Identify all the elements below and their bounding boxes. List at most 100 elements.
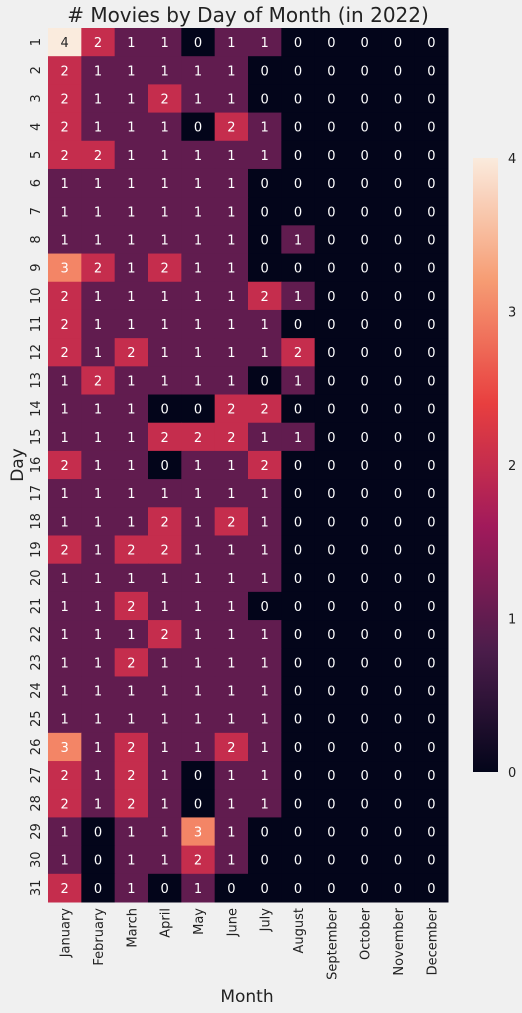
cell-value-label: 0 <box>294 656 302 671</box>
cell-value-label: 0 <box>394 149 402 164</box>
heatmap-cell <box>81 112 116 142</box>
heatmap-cell <box>148 28 182 57</box>
heatmap-cell <box>181 507 216 536</box>
heatmap-cell <box>214 338 249 367</box>
heatmap-cell <box>248 563 282 593</box>
heatmap-cell <box>414 28 449 57</box>
heatmap-cell <box>348 338 382 367</box>
heatmap-cell <box>248 253 282 283</box>
cell-value-label: 1 <box>61 515 69 530</box>
cell-value-label: 1 <box>94 713 102 728</box>
cell-value-label: 1 <box>94 177 102 192</box>
cell-value-label: 0 <box>327 403 335 418</box>
heatmap-cell <box>414 620 449 649</box>
heatmap-cell <box>81 789 116 818</box>
cell-value-label: 0 <box>361 262 369 277</box>
cell-value-label: 1 <box>127 459 135 474</box>
cell-value-label: 1 <box>61 600 69 615</box>
heatmap-cell <box>148 450 182 480</box>
y-tick-label: 23 <box>29 654 44 671</box>
cell-value-label: 1 <box>161 318 169 333</box>
heatmap-cell <box>381 591 416 621</box>
cell-value-label: 0 <box>261 177 269 192</box>
cell-value-label: 1 <box>194 882 202 897</box>
cell-value-label: 1 <box>194 628 202 643</box>
cell-value-label: 1 <box>194 487 202 502</box>
heatmap-cell <box>114 422 149 452</box>
heatmap-cell <box>214 366 249 396</box>
heatmap-cell <box>81 761 116 790</box>
heatmap-cell <box>348 422 382 452</box>
cell-value-label: 1 <box>194 459 202 474</box>
heatmap-cell <box>381 253 416 283</box>
cell-value-label: 0 <box>427 262 435 277</box>
heatmap-cell <box>148 366 182 396</box>
heatmap-cell <box>114 450 149 480</box>
heatmap-cell <box>381 281 416 311</box>
x-tick-label: January <box>59 908 74 959</box>
cell-value-label: 1 <box>227 205 235 220</box>
cell-value-label: 1 <box>261 628 269 643</box>
cell-value-label: 1 <box>261 741 269 756</box>
cell-value-label: 1 <box>61 685 69 700</box>
heatmap-cell <box>48 197 82 226</box>
cell-value-label: 1 <box>227 628 235 643</box>
heatmap-cell <box>214 591 249 621</box>
cell-value-label: 1 <box>127 572 135 587</box>
heatmap-cell <box>114 817 149 847</box>
heatmap-cell <box>181 309 216 339</box>
cell-value-label: 1 <box>127 374 135 389</box>
cell-value-label: 0 <box>294 121 302 136</box>
cell-value-label: 1 <box>261 36 269 51</box>
y-tick-labels: 1234567891011121314151617181920212223242… <box>29 38 44 896</box>
y-tick-label: 3 <box>29 94 44 102</box>
heatmap-cell <box>181 56 216 85</box>
heatmap-cell <box>148 507 182 536</box>
heatmap-cell <box>314 112 349 142</box>
heatmap-cell <box>81 507 116 536</box>
heatmap-cell <box>181 761 216 790</box>
cell-value-label: 0 <box>261 92 269 107</box>
cell-value-label: 1 <box>194 318 202 333</box>
cell-value-label: 0 <box>294 628 302 643</box>
heatmap-cell <box>281 112 316 142</box>
heatmap-cell <box>381 563 416 593</box>
cell-value-label: 1 <box>161 177 169 192</box>
heatmap-cell <box>381 817 416 847</box>
heatmap-cell <box>114 620 149 649</box>
heatmap-cell <box>348 563 382 593</box>
heatmap-cell <box>248 168 282 198</box>
heatmap-cell <box>214 84 249 114</box>
cell-value-label: 1 <box>294 431 302 446</box>
heatmap-cell <box>281 817 316 847</box>
cell-value-label: 1 <box>227 685 235 700</box>
cell-value-label: 1 <box>194 374 202 389</box>
heatmap-cell <box>281 56 316 85</box>
heatmap-cell <box>181 732 216 762</box>
cell-value-label: 0 <box>394 882 402 897</box>
y-tick-label: 11 <box>29 316 44 333</box>
heatmap-cell <box>281 168 316 198</box>
cell-value-label: 0 <box>427 600 435 615</box>
heatmap-cell <box>381 479 416 508</box>
heatmap-cell <box>114 281 149 311</box>
cell-value-label: 0 <box>327 515 335 530</box>
cell-value-label: 0 <box>294 769 302 784</box>
heatmap-cell <box>114 253 149 283</box>
cell-value-label: 1 <box>261 318 269 333</box>
heatmap-cell <box>381 676 416 706</box>
heatmap-cell <box>314 873 349 903</box>
cell-value-label: 0 <box>394 431 402 446</box>
cell-value-label: 1 <box>227 656 235 671</box>
heatmap-cell <box>81 648 116 677</box>
cell-value-label: 0 <box>427 882 435 897</box>
heatmap-cell <box>314 789 349 818</box>
cell-value-label: 0 <box>394 290 402 305</box>
cell-value-label: 1 <box>61 374 69 389</box>
heatmap-cell <box>48 281 82 311</box>
y-tick-label: 27 <box>29 767 44 784</box>
heatmap-cell <box>281 704 316 734</box>
cell-value-label: 1 <box>261 769 269 784</box>
heatmap-cell <box>148 563 182 593</box>
cell-value-label: 0 <box>427 431 435 446</box>
